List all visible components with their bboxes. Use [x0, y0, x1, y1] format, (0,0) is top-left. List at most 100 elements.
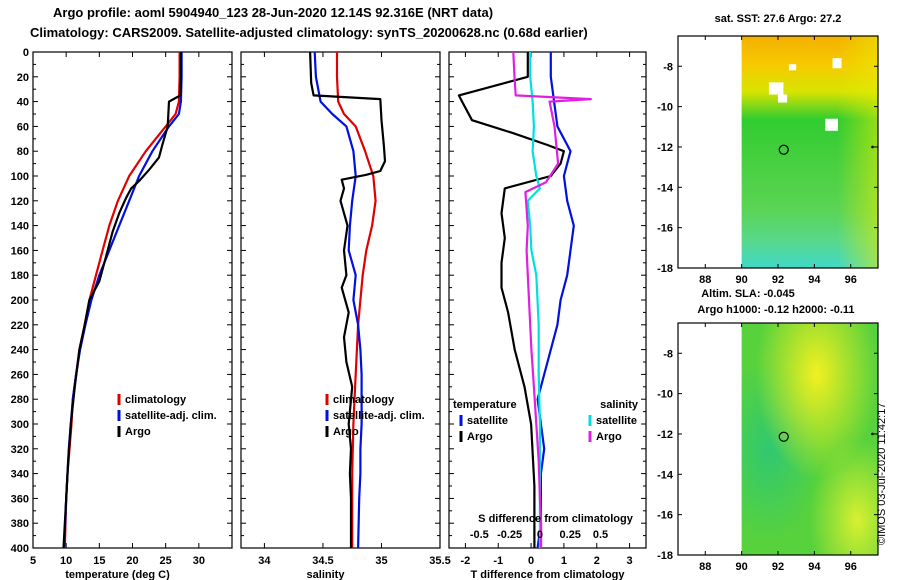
salinity-xtick-label: 34.5 [312, 555, 333, 567]
altim-map-ytick-label: -14 [657, 469, 674, 481]
diff-legend-temperature-label: Argo [467, 431, 493, 443]
altim-map-xtick-label: 90 [736, 561, 748, 573]
depth-tick-label: 340 [11, 469, 29, 481]
sst-map-xtick-label: 94 [808, 274, 821, 286]
depth-tick-label: 200 [11, 295, 29, 307]
depth-tick-label: 0 [23, 47, 29, 59]
diff-legend-salinity-title: salinity [600, 399, 639, 411]
timestamp-stamp: ©IMOS 03-Jul-2020 11:42:17 [876, 402, 888, 545]
sst-missing-data-patch [832, 58, 842, 69]
temperature-xtick-label: 5 [30, 555, 36, 567]
temperature-xtick-label: 10 [60, 555, 72, 567]
figure-subtitle: Climatology: CARS2009. Satellite-adjuste… [30, 25, 588, 40]
altim-map-ytick-label: -18 [657, 550, 673, 562]
depth-tick-label: 240 [11, 345, 29, 357]
temperature-xtick-label: 25 [160, 555, 172, 567]
differences-plot-frame [448, 51, 647, 549]
differences-series-temperature-argo [457, 52, 566, 548]
salinity-legend-label: climatology [333, 394, 395, 406]
depth-tick-label: 40 [17, 97, 29, 109]
sst-missing-data-patch [778, 94, 788, 103]
sst-map-title: sat. SST: 27.6 Argo: 27.2 [715, 13, 842, 25]
depth-tick-label: 120 [11, 196, 29, 208]
diff-legend-temperature-label: satellite [467, 415, 508, 427]
differences-series-salinity-satellite [526, 52, 542, 548]
diff-x2tick-label: 0.25 [560, 529, 581, 541]
sst-map-ytick-label: -16 [657, 223, 673, 235]
altim-map-xtick-label: 88 [699, 561, 711, 573]
altim-map-xtick-label: 96 [845, 561, 857, 573]
depth-tick-label: 100 [11, 171, 29, 183]
diff-legend-salinity-label: Argo [596, 431, 622, 443]
sst-map-secondary-marker [871, 145, 874, 149]
sla-field-high-se [741, 323, 878, 555]
temperature-xtick-label: 30 [193, 555, 205, 567]
salinity-xtick-label: 35.5 [429, 555, 450, 567]
depth-tick-label: 180 [11, 270, 29, 282]
depth-tick-label: 260 [11, 369, 29, 381]
temperature-xtick-label: 20 [126, 555, 138, 567]
sst-map-ytick-label: -12 [657, 142, 673, 154]
temperature-legend-label: Argo [125, 426, 151, 438]
altim-map-ytick-label: -8 [663, 348, 673, 360]
depth-tick-label: 360 [11, 493, 29, 505]
differences-xtick-label: -2 [461, 555, 471, 567]
differences-xlabel: T difference from climatology [470, 569, 625, 580]
altim-map-ytick-label: -12 [657, 429, 673, 441]
diff-x2label: S difference from climatology [478, 513, 634, 525]
diff-legend-salinity-label: satellite [596, 415, 637, 427]
depth-tick-label: 160 [11, 245, 29, 257]
salinity-series-satellite-adj-clim- [313, 51, 363, 549]
depth-tick-label: 400 [11, 543, 29, 555]
temperature-legend-label: climatology [125, 394, 187, 406]
sst-map-xtick-label: 90 [736, 274, 748, 286]
differences-xtick-label: 1 [561, 555, 567, 567]
sst-map-ytick-label: -18 [657, 263, 673, 275]
differences-xtick-label: 3 [627, 555, 633, 567]
diff-x2tick-label: -0.5 [470, 529, 489, 541]
altim-map-ytick-label: -10 [657, 389, 673, 401]
depth-tick-label: 300 [11, 419, 29, 431]
sst-map-ytick-label: -8 [663, 61, 673, 73]
sst-field-east-tint [741, 36, 878, 268]
salinity-xlabel: salinity [307, 569, 346, 580]
diff-x2tick-label: 0.5 [593, 529, 608, 541]
sst-missing-data-patch [788, 64, 797, 71]
altim-map-ytick-label: -16 [657, 510, 673, 522]
sst-map-ytick-label: -14 [657, 182, 674, 194]
temperature-plot-frame [32, 51, 233, 549]
salinity-xtick-label: 35 [375, 555, 387, 567]
depth-tick-label: 380 [11, 518, 29, 530]
sst-map-ytick-label: -10 [657, 102, 673, 114]
salinity-legend-label: Argo [333, 426, 359, 438]
diff-x2tick-label: -0.25 [497, 529, 522, 541]
salinity-series-climatology [335, 52, 377, 548]
depth-tick-label: 320 [11, 444, 29, 456]
sla-map-title: Altim. SLA: -0.045 [701, 288, 795, 300]
figure-title: Argo profile: aoml 5904940_123 28-Jun-20… [53, 5, 494, 20]
depth-tick-label: 280 [11, 394, 29, 406]
depth-tick-label: 60 [17, 121, 29, 133]
differences-xtick-label: 2 [594, 555, 600, 567]
sst-map-argo-position-marker [778, 144, 789, 155]
depth-tick-label: 80 [17, 146, 29, 158]
differences-series-temperature-satellite [536, 52, 575, 549]
salinity-legend-label: satellite-adj. clim. [333, 410, 425, 422]
salinity-series-argo [309, 51, 387, 548]
depth-tick-label: 20 [17, 72, 29, 84]
altim-map-secondary-marker [871, 432, 874, 436]
temperature-xtick-label: 15 [93, 555, 105, 567]
depth-tick-label: 220 [11, 320, 29, 332]
temperature-series-argo [62, 52, 182, 549]
temperature-xlabel: temperature (deg C) [65, 569, 170, 580]
salinity-xtick-label: 34 [258, 555, 271, 567]
sst-missing-data-patch [768, 82, 784, 95]
altim-map-argo-position-marker [778, 431, 789, 442]
altim-map-xtick-label: 94 [808, 561, 821, 573]
diff-legend-temperature-title: temperature [453, 399, 517, 411]
sla-map-subtitle: Argo h1000: -0.12 h2000: -0.11 [697, 304, 854, 316]
sst-missing-data-patch [825, 118, 838, 131]
sst-map-xtick-label: 92 [772, 274, 784, 286]
altim-map-xtick-label: 92 [772, 561, 784, 573]
